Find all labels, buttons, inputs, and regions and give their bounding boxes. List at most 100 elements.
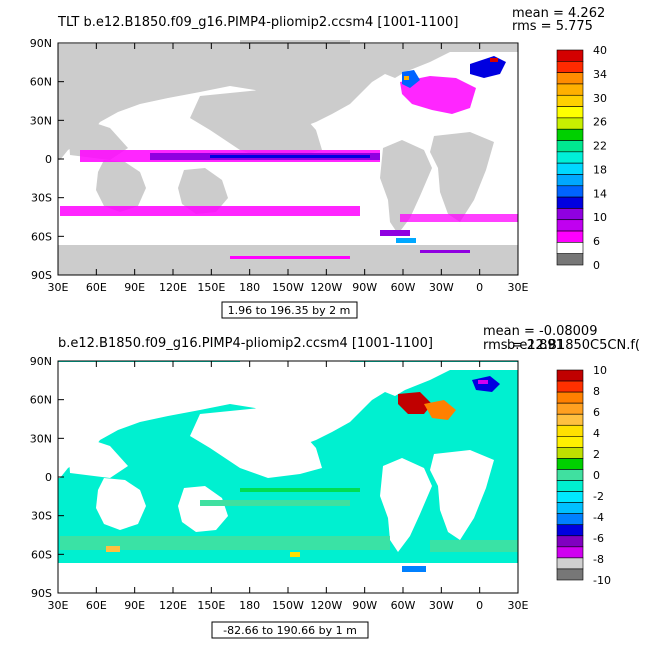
panel-2-contour-info: -82.66 to 190.66 by 1 m	[223, 624, 357, 637]
p2-green-so	[60, 536, 390, 550]
p1-cbar-swatch-15	[556, 219, 584, 232]
p1-cbar-swatch-5	[556, 106, 584, 119]
panel-2-x-axis: 30E 60E 90E 120E 150E 180 150W 120W 90W 60W 30W 0 30…	[48, 361, 529, 612]
p2-ytick-label-3: 0	[45, 471, 52, 484]
p2-ytick-label-6: 90S	[31, 587, 52, 600]
p2-cbar-swatch-2	[556, 391, 584, 404]
panel-2-mean: mean = -0.08009	[483, 324, 597, 339]
p1-cbar-swatch-6	[556, 117, 584, 130]
p2-cbar-swatch-13	[556, 513, 584, 526]
p2-cbar-swatch-4	[556, 413, 584, 426]
p1-xtick-label-7: 120W	[310, 281, 342, 294]
p1-ytick-label-1: 60N	[30, 76, 52, 89]
p1-nordic-hot	[490, 58, 498, 62]
p2-nordic-cold-2	[478, 380, 488, 384]
p1-cbar-swatch-8	[556, 140, 584, 153]
p2-n-atlantic-mix	[424, 400, 456, 420]
p1-cbar-swatch-7	[556, 128, 584, 141]
p1-weddell	[396, 238, 416, 243]
p1-cbar-label-4: 22	[593, 140, 607, 153]
p2-cbar-swatch-17	[556, 557, 584, 570]
p2-green-so-2	[430, 540, 518, 552]
p2-xtick-label-8: 90W	[352, 599, 377, 612]
p2-xtick-label-2: 90E	[124, 599, 145, 612]
p2-xtick-label-7: 120W	[310, 599, 342, 612]
p2-xtick-label-3: 120E	[159, 599, 187, 612]
panel-2-y-axis: 90N 60N 30N 0 30S 60S 90S	[30, 355, 64, 600]
panel-1-title: TLT b.e12.B1850.f09_g16.PIMP4-pliomip2.c…	[57, 15, 458, 30]
p2-xtick-label-9: 60W	[391, 599, 416, 612]
p2-cbar-swatch-7	[556, 447, 584, 459]
p1-cbar-swatch-13	[556, 196, 584, 209]
p2-cbar-label-9: -8	[593, 553, 604, 566]
p1-cbar-swatch-9	[556, 151, 584, 164]
p2-green-pac	[200, 500, 350, 506]
p1-so-band	[60, 206, 360, 216]
p1-eq-core	[210, 155, 370, 158]
p2-xtick-label-12: 30E	[508, 599, 529, 612]
p2-cbar-swatch-12	[556, 502, 584, 514]
panel-2-overlay-label: b.e12.B1850C5CN.f(	[507, 338, 640, 353]
p1-ytick-label-2: 30N	[30, 114, 52, 127]
p2-labrador-warm	[398, 392, 432, 414]
p1-xtick-label-11: 0	[476, 281, 483, 294]
p1-cbar-label-9: 0	[593, 259, 600, 272]
p1-ytick-label-3: 0	[45, 153, 52, 166]
p2-cbar-swatch-10	[556, 480, 584, 492]
p1-xtick-label-6: 150W	[272, 281, 304, 294]
p1-cbar-label-2: 30	[593, 92, 607, 105]
panel-1-field	[60, 56, 518, 259]
panel-1-rms: rms = 5.775	[512, 19, 593, 34]
panel-1-contour-info: 1.96 to 196.35 by 2 m	[228, 304, 351, 317]
p2-ytick-label-4: 30S	[31, 510, 52, 523]
p1-cbar-swatch-1	[556, 61, 584, 73]
p2-xtick-label-11: 0	[476, 599, 483, 612]
panel-1: TLT b.e12.B1850.f09_g16.PIMP4-pliomip2.c…	[30, 6, 607, 319]
p2-cbar-swatch-8	[556, 458, 584, 470]
p2-cbar-swatch-11	[556, 491, 584, 503]
p2-cbar-label-6: -2	[593, 490, 604, 503]
panel-1-mean: mean = 4.262	[512, 6, 605, 21]
p1-xtick-label-3: 120E	[159, 281, 187, 294]
p1-cbar-swatch-2	[556, 72, 584, 85]
panel-1-y-axis: 90N 60N 30N 0 30S 60S 90S	[30, 37, 64, 282]
p2-ytick-label-0: 90N	[30, 355, 52, 368]
p2-xtick-label-0: 30E	[48, 599, 69, 612]
p1-cbar-swatch-12	[556, 185, 584, 198]
panel-1-map	[57, 40, 519, 276]
p2-ytick-label-1: 60N	[30, 394, 52, 407]
p2-ross-warm	[290, 552, 300, 557]
p1-cbar-swatch-3	[556, 83, 584, 96]
p1-xtick-label-0: 30E	[48, 281, 69, 294]
p2-cbar-label-0: 10	[593, 364, 607, 377]
p2-cbar-label-3: 4	[593, 427, 600, 440]
p2-cbar-label-4: 2	[593, 448, 600, 461]
p2-cbar-label-5: 0	[593, 469, 600, 482]
p2-cbar-swatch-5	[556, 424, 584, 437]
p1-xtick-label-1: 60E	[86, 281, 107, 294]
p1-xtick-label-10: 30W	[429, 281, 454, 294]
p2-cbar-swatch-1	[556, 380, 584, 393]
p1-cbar-label-8: 6	[593, 235, 600, 248]
panel-2: b.e12.B1850.f09_g16.PIMP4-pliomip2.ccsm4…	[30, 324, 640, 639]
p1-cbar-swatch-18	[556, 253, 584, 266]
p1-cbar-swatch-14	[556, 208, 584, 221]
p2-cbar-swatch-14	[556, 524, 584, 537]
panel-1-colorbar: 40 34 30 26 22 18 14 10 6 0	[556, 44, 607, 272]
p1-n-atlantic	[400, 76, 476, 114]
p1-xtick-label-12: 30E	[508, 281, 529, 294]
p2-ytick-label-2: 30N	[30, 432, 52, 445]
p2-cbar-label-7: -4	[593, 511, 604, 524]
p2-xtick-label-10: 30W	[429, 599, 454, 612]
p2-green-pac-2	[240, 488, 360, 492]
panel-2-colorbar: 10 8 6 4 2 0 -2 -4 -6 -8 -10	[556, 364, 611, 587]
p2-antarctic-warm	[106, 546, 120, 552]
p2-cbar-label-10: -10	[593, 574, 611, 587]
panel-2-field	[60, 376, 518, 572]
p1-antarctic-edge-2	[420, 250, 470, 253]
p1-cbar-label-7: 10	[593, 211, 607, 224]
p1-ytick-label-5: 60S	[31, 230, 52, 243]
panel-1-x-axis: 30E 60E 90E 120E 150E 180 150W 120W 90W 60W 30W 0 30…	[48, 43, 529, 294]
p2-cbar-swatch-6	[556, 436, 584, 448]
